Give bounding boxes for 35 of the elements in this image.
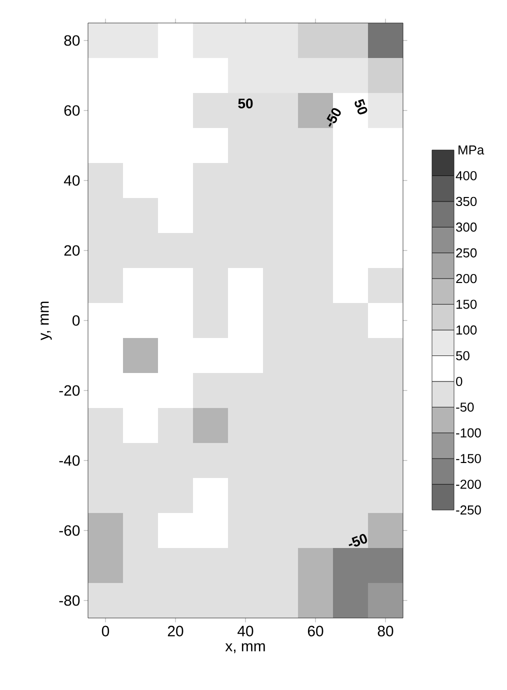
color-bar-title: MPa (458, 145, 484, 155)
y-tick-label: -80 (59, 595, 80, 606)
color-bar-label: -100 (456, 428, 481, 438)
color-bar-label: -200 (456, 480, 481, 489)
x-tick-label: 20 (168, 626, 184, 636)
color-bar-label: 200 (456, 274, 477, 284)
annotation: 50 (238, 98, 253, 108)
y-tick-label: -20 (59, 385, 80, 396)
y-tick-label: 80 (64, 35, 80, 46)
color-bar-label: -150 (456, 454, 481, 464)
x-tick-label: 80 (378, 626, 394, 636)
color-bar-label: 0 (456, 376, 462, 386)
y-tick-label: 40 (64, 175, 80, 186)
y-tick-label: 60 (64, 105, 80, 116)
color-bar-label: 250 (456, 248, 477, 258)
x-tick-label: 60 (308, 626, 324, 636)
color-bar-label: 100 (456, 325, 477, 335)
annotation: 50 (354, 99, 368, 114)
y-tick-label: -60 (59, 525, 80, 536)
x-axis-title: x, mm (225, 643, 265, 654)
y-axis-title: y, mm (40, 302, 52, 340)
y-tick-label: 0 (72, 315, 80, 326)
y-tick-label: 20 (64, 245, 80, 256)
color-bar-label: 50 (456, 351, 470, 360)
x-tick-label: 0 (102, 626, 110, 636)
x-tick-label: 40 (238, 626, 254, 636)
annotation: -50 (348, 534, 368, 546)
color-bar-label: -250 (456, 505, 481, 515)
y-tick-label: -40 (59, 455, 80, 466)
annotation: -50 (326, 108, 341, 127)
color-bar-label: 350 (456, 196, 477, 206)
color-bar-label: 400 (456, 171, 477, 180)
color-bar-label: -50 (456, 402, 474, 412)
color-bar-label: 150 (456, 300, 477, 309)
color-bar-label: 300 (456, 222, 477, 232)
